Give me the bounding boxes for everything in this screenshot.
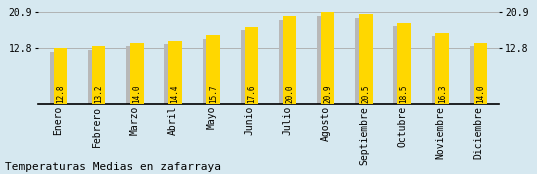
Bar bbox=[279, 20, 292, 104]
Text: Temperaturas Medias en zafarraya: Temperaturas Medias en zafarraya bbox=[5, 162, 221, 172]
Bar bbox=[245, 27, 258, 104]
Bar bbox=[317, 16, 330, 104]
Bar bbox=[436, 33, 449, 104]
Text: 14.0: 14.0 bbox=[476, 85, 485, 103]
Text: 20.5: 20.5 bbox=[361, 85, 371, 103]
Bar bbox=[432, 36, 445, 104]
Bar bbox=[394, 26, 407, 104]
Bar bbox=[126, 46, 140, 104]
Bar bbox=[283, 16, 296, 104]
Bar bbox=[241, 30, 254, 104]
Text: 17.6: 17.6 bbox=[247, 85, 256, 103]
Bar bbox=[474, 43, 487, 104]
Bar bbox=[168, 41, 182, 104]
Text: 16.3: 16.3 bbox=[438, 85, 447, 103]
Text: 14.4: 14.4 bbox=[170, 85, 179, 103]
Text: 20.0: 20.0 bbox=[285, 85, 294, 103]
Bar bbox=[207, 35, 220, 104]
Text: 18.5: 18.5 bbox=[400, 85, 409, 103]
Bar bbox=[321, 12, 335, 104]
Bar bbox=[164, 44, 178, 104]
Bar bbox=[130, 43, 143, 104]
Bar bbox=[397, 23, 411, 104]
Bar bbox=[92, 46, 105, 104]
Bar bbox=[355, 18, 369, 104]
Text: 20.9: 20.9 bbox=[323, 85, 332, 103]
Bar bbox=[50, 52, 63, 104]
Bar bbox=[54, 48, 67, 104]
Bar bbox=[359, 14, 373, 104]
Bar bbox=[88, 50, 101, 104]
Bar bbox=[470, 46, 483, 104]
Text: 14.0: 14.0 bbox=[132, 85, 141, 103]
Bar bbox=[202, 39, 216, 104]
Text: 13.2: 13.2 bbox=[94, 85, 103, 103]
Text: 12.8: 12.8 bbox=[56, 85, 65, 103]
Text: 15.7: 15.7 bbox=[209, 85, 217, 103]
